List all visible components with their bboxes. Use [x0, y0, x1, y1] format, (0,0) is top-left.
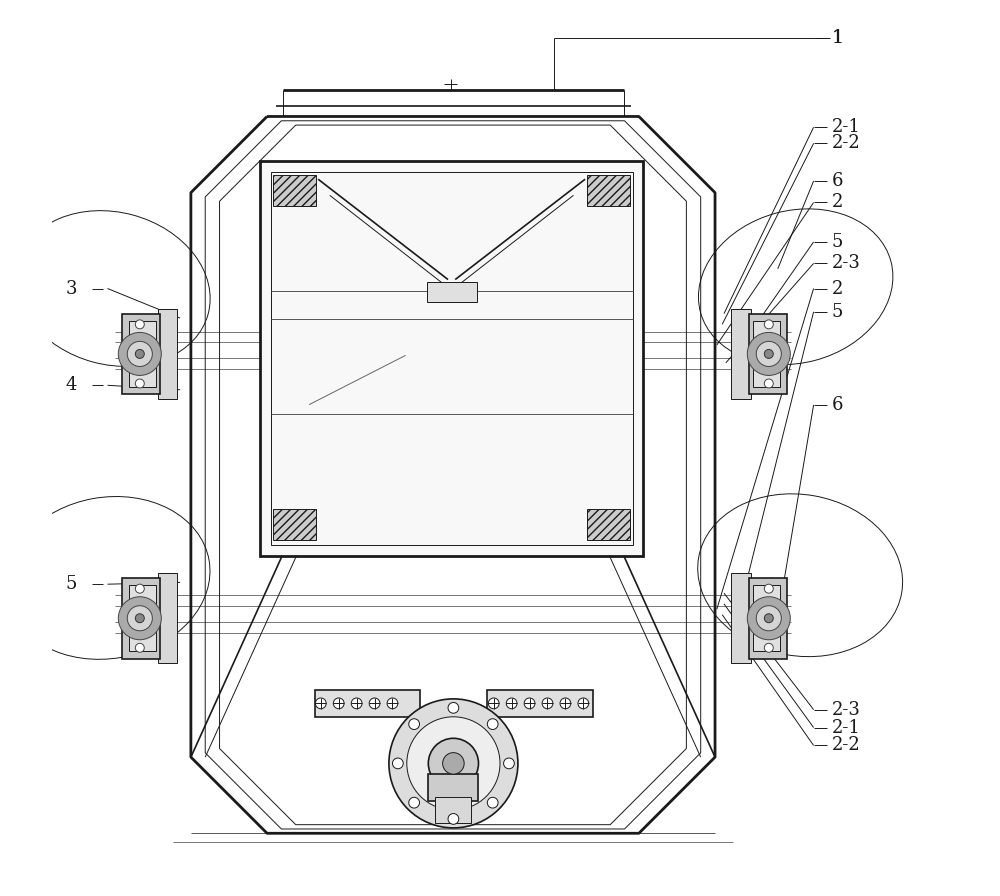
Circle shape — [506, 698, 517, 709]
Circle shape — [756, 606, 781, 631]
Bar — [271, 172, 633, 545]
Circle shape — [578, 698, 589, 709]
Circle shape — [389, 699, 518, 828]
Circle shape — [315, 698, 326, 709]
Circle shape — [409, 797, 420, 808]
Bar — [158, 309, 177, 399]
Bar — [753, 585, 780, 651]
Bar — [273, 175, 316, 206]
Text: 2-3: 2-3 — [832, 701, 860, 719]
Circle shape — [448, 814, 459, 824]
Bar — [122, 578, 160, 659]
Circle shape — [135, 320, 144, 329]
Bar — [129, 585, 156, 651]
Circle shape — [135, 614, 144, 623]
Text: 2-1: 2-1 — [832, 118, 860, 136]
Circle shape — [428, 738, 478, 788]
Text: 5: 5 — [832, 233, 843, 251]
Circle shape — [747, 597, 790, 640]
Circle shape — [351, 698, 362, 709]
Bar — [587, 175, 630, 206]
Circle shape — [392, 758, 403, 769]
Text: 4: 4 — [66, 376, 77, 394]
Bar — [315, 690, 420, 717]
Circle shape — [135, 349, 144, 358]
Text: 2-1: 2-1 — [832, 719, 860, 737]
Circle shape — [560, 698, 571, 709]
Text: 6: 6 — [832, 396, 843, 414]
Text: 5: 5 — [66, 575, 77, 593]
Circle shape — [764, 349, 773, 358]
Circle shape — [542, 698, 553, 709]
Circle shape — [387, 698, 398, 709]
Bar — [731, 573, 751, 663]
Text: 1: 1 — [832, 29, 844, 47]
Bar — [435, 797, 471, 823]
Text: 2-2: 2-2 — [832, 737, 860, 754]
Circle shape — [504, 758, 514, 769]
Bar — [427, 282, 477, 302]
Circle shape — [135, 643, 144, 652]
Circle shape — [764, 379, 773, 388]
Circle shape — [118, 332, 161, 375]
Text: 2: 2 — [832, 280, 843, 297]
Circle shape — [127, 341, 152, 366]
Circle shape — [135, 584, 144, 593]
Circle shape — [127, 606, 152, 631]
Circle shape — [407, 717, 500, 810]
Circle shape — [764, 584, 773, 593]
Text: 1: 1 — [832, 29, 843, 47]
Circle shape — [118, 597, 161, 640]
Text: 5: 5 — [832, 303, 843, 321]
Circle shape — [756, 341, 781, 366]
Circle shape — [764, 643, 773, 652]
Bar — [260, 161, 643, 556]
Circle shape — [443, 753, 464, 774]
Bar — [273, 509, 316, 540]
Text: 6: 6 — [832, 172, 843, 190]
Circle shape — [747, 332, 790, 375]
Bar — [749, 578, 787, 659]
Circle shape — [487, 797, 498, 808]
Bar — [428, 774, 478, 801]
Bar — [731, 309, 751, 399]
Text: 2-2: 2-2 — [832, 134, 860, 152]
Bar — [122, 314, 160, 394]
Bar — [487, 690, 593, 717]
Circle shape — [409, 719, 420, 729]
Circle shape — [524, 698, 535, 709]
Bar — [158, 573, 177, 663]
Circle shape — [135, 379, 144, 388]
Circle shape — [448, 702, 459, 713]
Bar — [129, 321, 156, 387]
Bar — [749, 314, 787, 394]
Bar — [753, 321, 780, 387]
Circle shape — [333, 698, 344, 709]
Circle shape — [487, 719, 498, 729]
Text: 2: 2 — [832, 194, 843, 211]
Bar — [587, 509, 630, 540]
Circle shape — [764, 614, 773, 623]
Circle shape — [488, 698, 499, 709]
Text: 2-3: 2-3 — [832, 254, 860, 272]
Text: 3: 3 — [66, 280, 77, 297]
Circle shape — [369, 698, 380, 709]
Circle shape — [764, 320, 773, 329]
